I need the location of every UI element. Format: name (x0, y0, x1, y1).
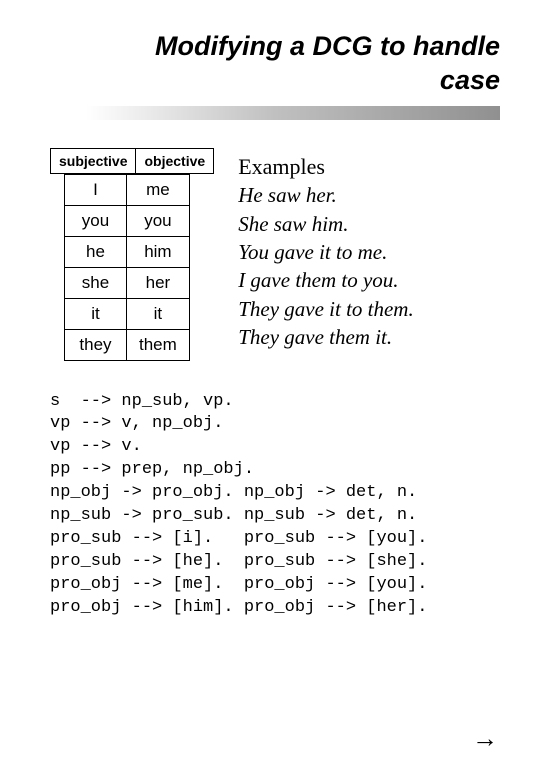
table-row: you you (65, 205, 190, 236)
examples-heading: Examples (238, 152, 414, 182)
example-item: She saw him. (238, 210, 414, 238)
col-header-subjective: subjective (51, 148, 136, 173)
content-mid: subjective objective I me you you he him… (50, 148, 500, 361)
title-line-2: case (440, 65, 500, 95)
cell-obj: me (127, 174, 190, 205)
next-arrow-icon: → (472, 723, 498, 754)
table-row: it it (65, 298, 190, 329)
table-row: they them (65, 329, 190, 360)
example-item: I gave them to you. (238, 266, 414, 294)
cell-obj: her (127, 267, 190, 298)
cell-obj: him (127, 236, 190, 267)
title-line-1: Modifying a DCG to handle (155, 31, 500, 61)
cell-subj: I (65, 174, 127, 205)
col-header-objective: objective (136, 148, 214, 173)
cell-obj: them (127, 329, 190, 360)
example-item: They gave them it. (238, 323, 414, 351)
table-row: he him (65, 236, 190, 267)
pronoun-table-wrap: subjective objective I me you you he him… (50, 148, 214, 361)
example-item: He saw her. (238, 181, 414, 209)
pronoun-table: subjective objective (50, 148, 214, 174)
cell-obj: it (127, 298, 190, 329)
cell-obj: you (127, 205, 190, 236)
cell-subj: it (65, 298, 127, 329)
dcg-code-block: s --> np_sub, vp. vp --> v, np_obj. vp -… (50, 391, 500, 620)
divider-gradient (50, 106, 500, 120)
cell-subj: he (65, 236, 127, 267)
table-row: she her (65, 267, 190, 298)
example-item: You gave it to me. (238, 238, 414, 266)
examples-block: Examples He saw her. She saw him. You ga… (238, 148, 414, 361)
example-item: They gave it to them. (238, 295, 414, 323)
cell-subj: they (65, 329, 127, 360)
table-header-row: subjective objective (51, 148, 214, 173)
page-title: Modifying a DCG to handle case (50, 30, 500, 98)
cell-subj: you (65, 205, 127, 236)
pronoun-table-body: I me you you he him she her it it they t… (64, 174, 190, 361)
table-row: I me (65, 174, 190, 205)
cell-subj: she (65, 267, 127, 298)
